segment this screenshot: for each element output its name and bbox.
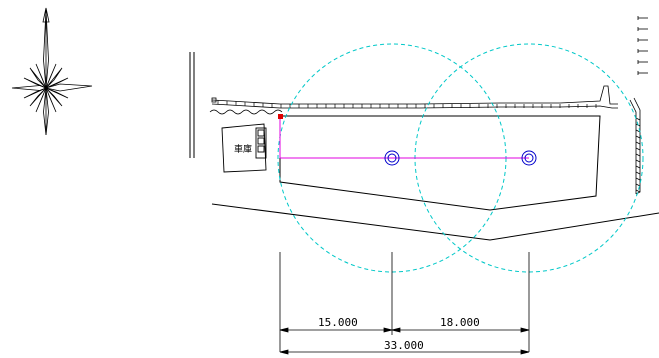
- tick-mark: [635, 141, 641, 145]
- compass-rose-icon: [11, 7, 93, 136]
- dimension-right: 18.000: [440, 316, 480, 329]
- dimension-total: 33.000: [384, 339, 424, 352]
- tick-mark: [635, 189, 641, 193]
- retaining-wall: [211, 85, 618, 109]
- dimension-lines: [279, 252, 530, 355]
- garage-building: [221, 123, 267, 173]
- center-marker-right: [521, 150, 537, 166]
- wall-ticks: [217, 100, 597, 108]
- left-boundary-line: [189, 52, 195, 158]
- tick-mark: [635, 165, 641, 169]
- tick-mark: [635, 135, 641, 139]
- garage-label: 車庫: [234, 143, 252, 155]
- site-boundary: [279, 115, 601, 211]
- center-marker-left: [384, 150, 400, 166]
- right-wall-ticks: [635, 117, 641, 193]
- dimension-left: 15.000: [318, 316, 358, 329]
- tick-mark: [635, 117, 641, 121]
- tick-mark: [635, 177, 641, 181]
- hedge-line: [209, 109, 283, 115]
- tick-mark: [635, 159, 641, 163]
- origin-point: [278, 114, 283, 119]
- tick-mark: [635, 147, 641, 151]
- tick-mark: [635, 171, 641, 175]
- road-lines: [211, 203, 659, 241]
- tick-mark: [635, 129, 641, 133]
- right-margin-markers: [637, 16, 648, 75]
- tick-mark: [635, 153, 641, 157]
